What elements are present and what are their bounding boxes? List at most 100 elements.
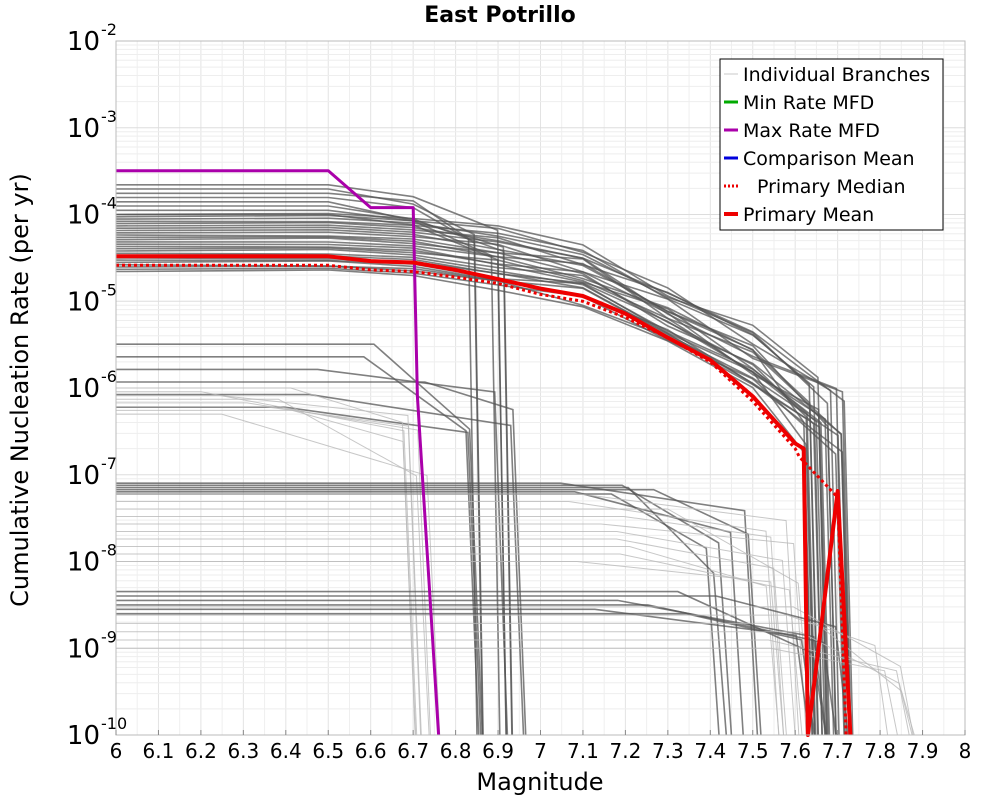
branch-line	[115, 231, 852, 736]
series-primary-median	[116, 263, 848, 736]
x-tick-label: 6.8	[440, 739, 472, 763]
branch-line	[116, 516, 785, 736]
x-tick-label: 7.9	[907, 739, 939, 763]
branch-line	[116, 395, 422, 736]
x-tick-label: 7.2	[609, 739, 641, 763]
y-axis-ticks: 10-210-310-410-510-610-710-810-910-10	[67, 20, 127, 751]
y-tick-exponent: -2	[101, 20, 117, 39]
branch-line	[116, 561, 784, 736]
branch-line	[116, 192, 478, 736]
branch-line	[115, 243, 817, 736]
chart-title: East Potrillo	[424, 3, 576, 28]
x-tick-label: 8	[959, 739, 972, 763]
legend-box	[719, 58, 944, 231]
branch-line	[116, 599, 828, 736]
branch-line	[115, 236, 813, 736]
y-tick-exponent: -4	[101, 194, 117, 213]
branch-line	[116, 402, 431, 736]
series-max-rate-mfd	[116, 169, 441, 736]
series-primary-mean	[116, 254, 853, 737]
y-tick-exponent: -10	[101, 714, 127, 733]
y-tick-label: 10	[67, 721, 100, 751]
legend-label: Min Rate MFD	[743, 92, 874, 114]
branch-line	[116, 553, 803, 736]
branch-line	[115, 220, 823, 736]
branch-line	[115, 221, 854, 736]
x-tick-label: 6	[110, 739, 123, 763]
y-tick-label: 10	[67, 548, 100, 578]
branch-line	[116, 391, 418, 736]
legend-label: Individual Branches	[743, 64, 930, 86]
branch-line	[115, 254, 816, 736]
legend: Individual Branches Min Rate MFD Max Rate …	[719, 58, 944, 231]
branch-line	[116, 538, 787, 736]
branch-line	[115, 269, 813, 736]
x-tick-label: 6.9	[482, 739, 514, 763]
y-tick-exponent: -5	[101, 280, 117, 299]
x-tick-label: 6.5	[312, 739, 344, 763]
y-tick-label: 10	[67, 634, 100, 664]
branch-line	[116, 488, 762, 736]
x-axis-label: Magnitude	[476, 768, 603, 796]
branch-line	[116, 393, 525, 736]
branch-line	[116, 546, 780, 736]
y-tick-exponent: -6	[101, 367, 117, 386]
branch-line	[115, 212, 837, 736]
branch-line	[116, 387, 416, 736]
x-tick-label: 6.3	[227, 739, 259, 763]
y-tick-label: 10	[67, 461, 100, 491]
x-tick-label: 7.6	[779, 739, 811, 763]
branch-line	[115, 237, 851, 736]
y-tick-label: 10	[67, 27, 100, 57]
x-tick-label: 7.3	[652, 739, 684, 763]
branch-line	[116, 484, 733, 736]
branch-line	[115, 241, 820, 736]
branch-line	[116, 493, 800, 736]
branch-line	[116, 631, 913, 736]
y-tick-exponent: -9	[101, 627, 117, 646]
y-tick-exponent: -3	[101, 107, 117, 126]
branch-line	[116, 368, 509, 736]
branch-line	[115, 247, 835, 736]
branch-line	[115, 217, 828, 736]
branch-line	[116, 188, 484, 736]
x-tick-label: 7.5	[737, 739, 769, 763]
x-tick-label: 7.7	[822, 739, 854, 763]
branch-line	[116, 531, 796, 736]
y-axis-label: Cumulative Nucleation Rate (per yr)	[6, 173, 34, 607]
x-tick-label: 7.8	[864, 739, 896, 763]
branch-line	[116, 184, 507, 736]
y-tick-label: 10	[67, 287, 100, 317]
y-tick-label: 10	[67, 114, 100, 144]
branch-line	[116, 356, 480, 736]
branch-line	[116, 486, 728, 736]
branch-line	[116, 590, 827, 736]
y-tick-label: 10	[67, 374, 100, 404]
branch-line	[116, 622, 915, 736]
legend-label: Max Rate MFD	[743, 120, 880, 142]
legend-label: Primary Median	[757, 176, 906, 198]
branch-line	[116, 482, 759, 736]
branch-line	[116, 381, 527, 736]
x-tick-label: 7	[534, 739, 547, 763]
x-tick-label: 6.2	[185, 739, 217, 763]
branch-line	[116, 639, 910, 736]
y-tick-exponent: -7	[101, 454, 117, 473]
branch-line	[116, 343, 484, 736]
x-tick-label: 7.1	[567, 739, 599, 763]
x-tick-label: 6.7	[397, 739, 429, 763]
y-tick-exponent: -8	[101, 541, 117, 560]
series-lines	[116, 169, 853, 737]
x-tick-label: 6.6	[355, 739, 387, 763]
x-tick-label: 7.4	[694, 739, 726, 763]
branch-line	[116, 608, 810, 736]
legend-label: Comparison Mean	[743, 148, 915, 170]
legend-label: Primary Mean	[743, 204, 874, 226]
branch-line	[116, 614, 889, 736]
x-tick-label: 6.1	[143, 739, 175, 763]
branch-line	[115, 248, 823, 736]
branch-line	[116, 647, 898, 736]
y-tick-label: 10	[67, 201, 100, 231]
x-axis-ticks: 6 6.1 6.2 6.3 6.4 6.5 6.6 6.7 6.8 6.9 7 7.1 7.2 7.3 7.…	[110, 730, 972, 763]
